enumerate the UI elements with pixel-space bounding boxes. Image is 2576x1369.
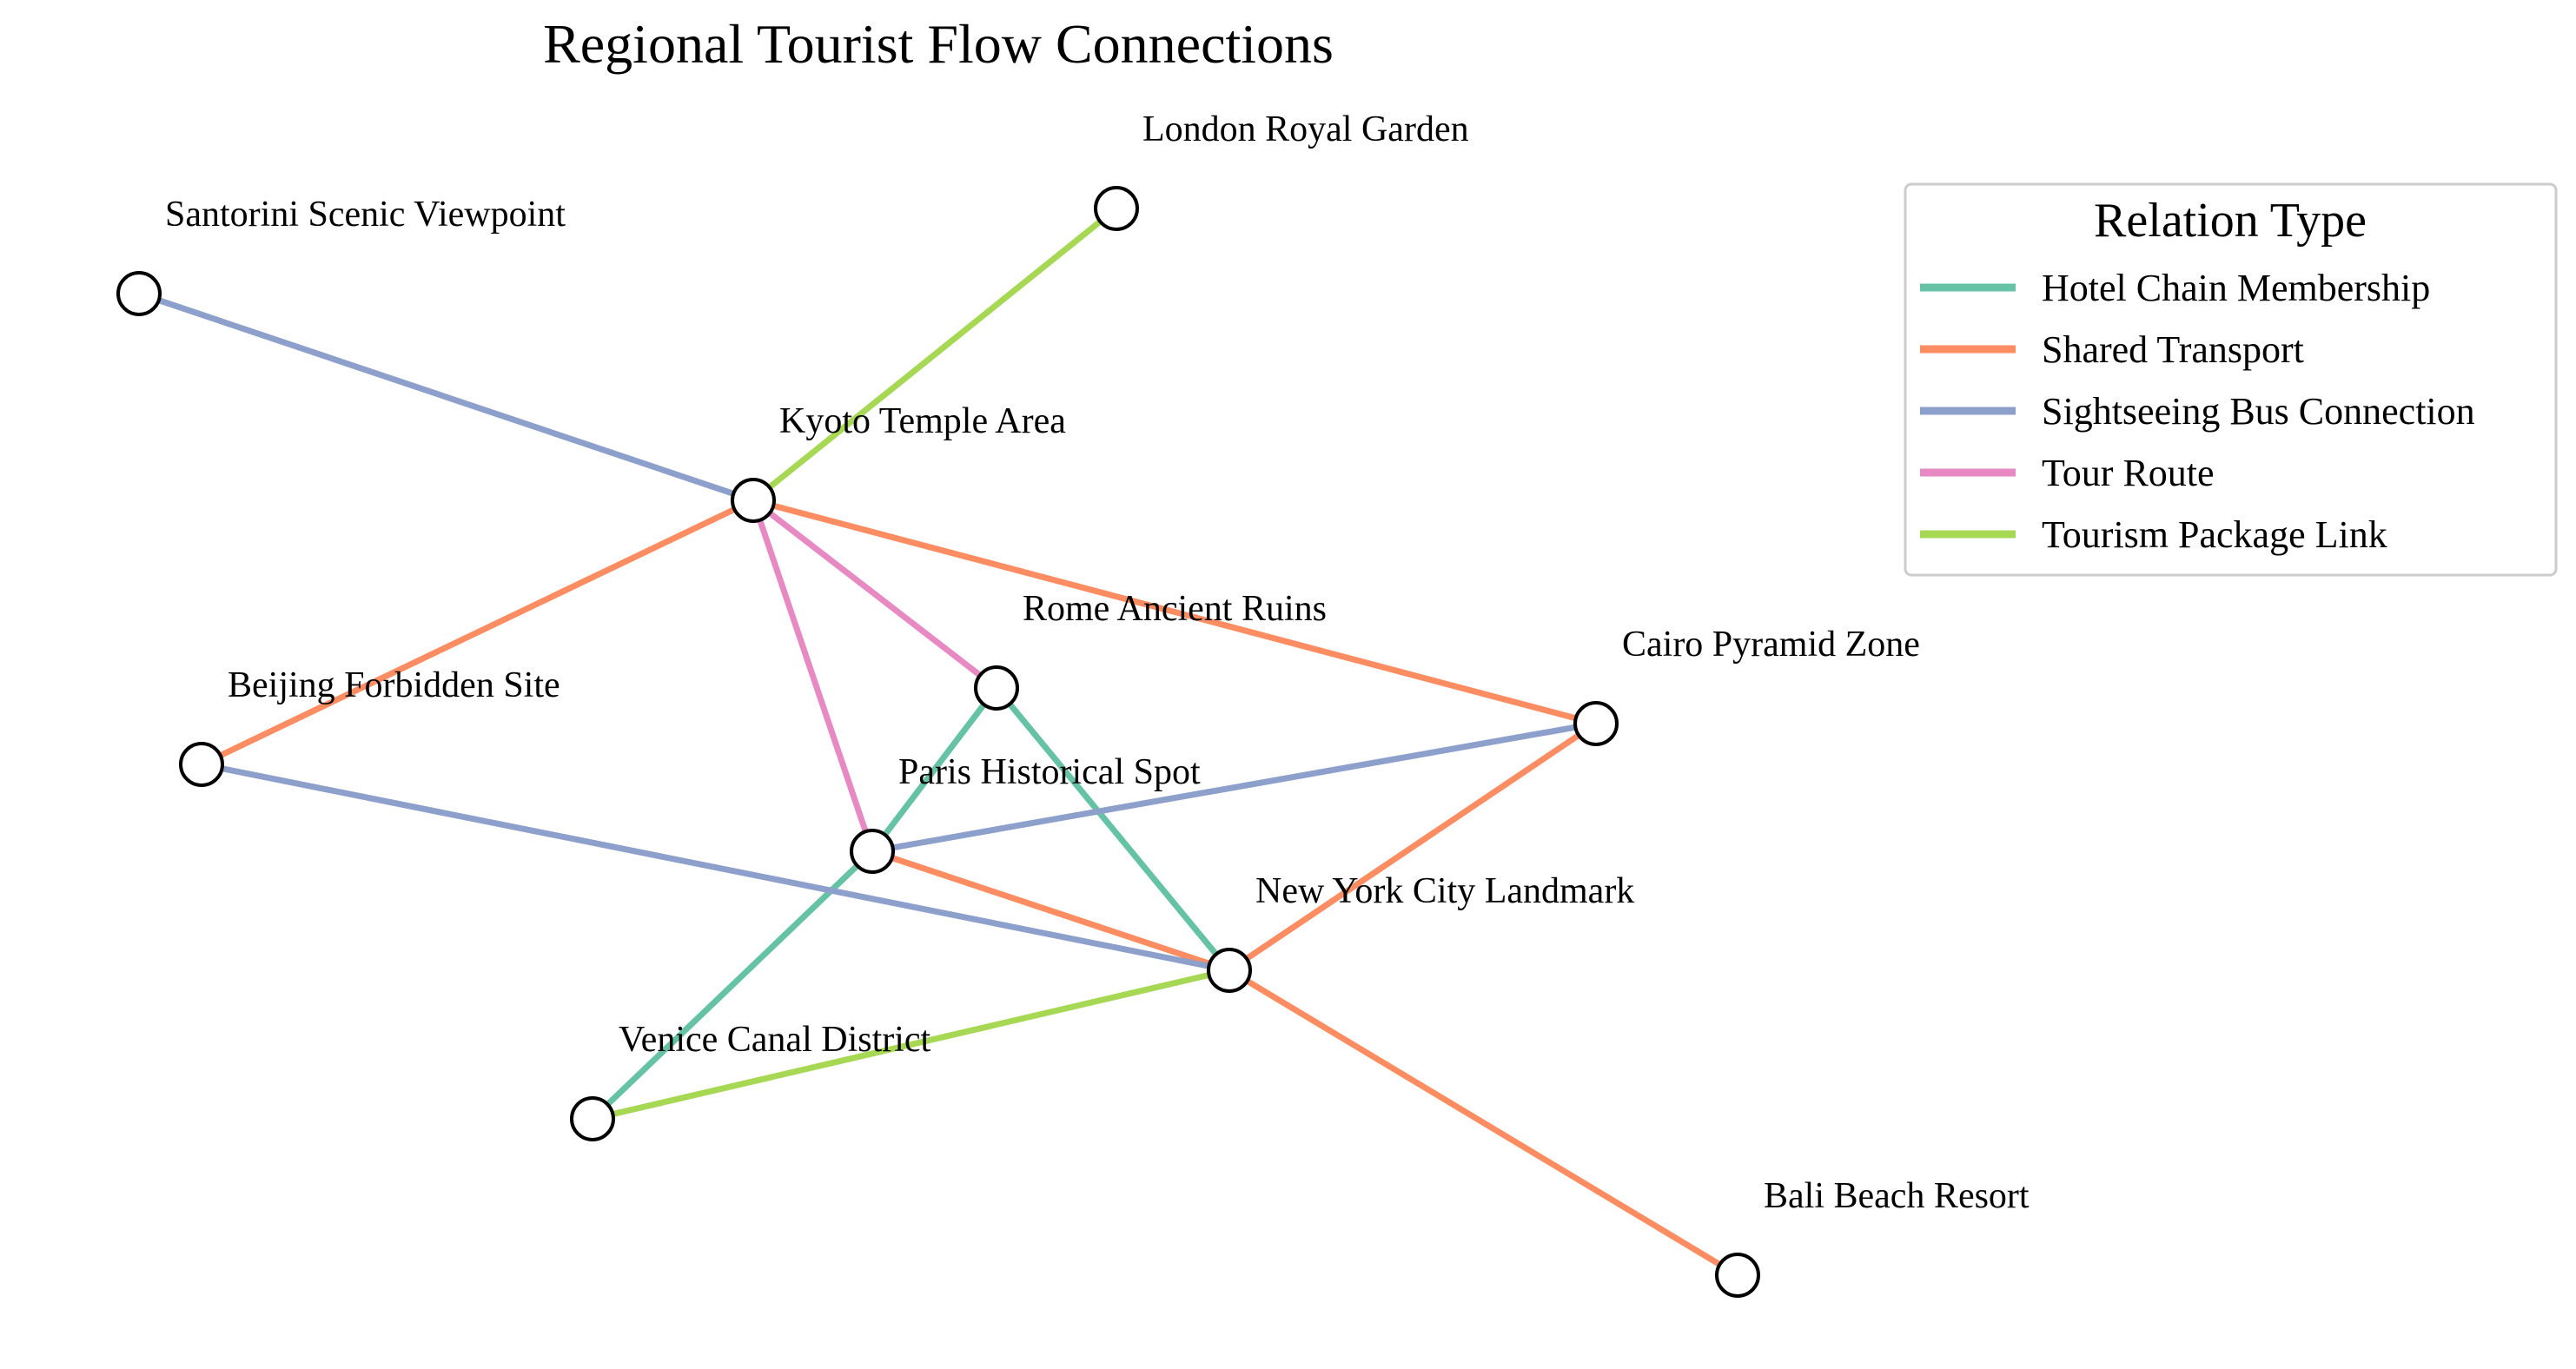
legend-item-hotel-chain-membership: Hotel Chain Membership xyxy=(1920,267,2430,309)
legend-label-hotel-chain-membership: Hotel Chain Membership xyxy=(2042,267,2430,309)
edge-beijing-nyc-sightseeing-bus-connection xyxy=(201,761,1230,974)
node-cairo xyxy=(1573,701,1619,746)
edge-rome-paris-hotel-chain-membership xyxy=(870,685,999,854)
legend-item-shared-transport: Shared Transport xyxy=(1920,328,2304,371)
legend: Relation Type Hotel Chain Membership Shar… xyxy=(1904,182,2558,577)
node-label-venice: Venice Canal District xyxy=(619,1020,931,1060)
edge-paris-nyc-shared-transport xyxy=(871,848,1231,974)
node-beijing xyxy=(179,742,224,787)
node-santorini xyxy=(116,271,162,316)
legend-label-tour-route: Tour Route xyxy=(2042,452,2215,494)
node-label-london: London Royal Garden xyxy=(1142,109,1469,149)
node-venice xyxy=(570,1096,615,1141)
legend-item-tourism-package-link: Tourism Package Link xyxy=(1920,513,2387,556)
legend-item-sightseeing-bus-connection: Sightseeing Bus Connection xyxy=(1920,390,2475,433)
edge-kyoto-beijing-shared-transport xyxy=(200,497,755,768)
edge-nyc-venice-tourism-package-link xyxy=(592,967,1230,1122)
edge-kyoto-paris-tour-route xyxy=(750,499,876,853)
legend-title: Relation Type xyxy=(2094,194,2367,248)
legend-frame xyxy=(1904,182,2558,577)
node-labels-layer: London Royal Garden Santorini Scenic View… xyxy=(165,109,2030,1216)
legend-label-sightseeing-bus-connection: Sightseeing Bus Connection xyxy=(2042,390,2475,433)
legend-label-tourism-package-link: Tourism Package Link xyxy=(2042,513,2387,556)
edge-rome-nyc-hotel-chain-membership xyxy=(994,685,1232,973)
node-london xyxy=(1094,186,1139,231)
nodes-layer xyxy=(116,186,1760,1298)
node-label-santorini: Santorini Scenic Viewpoint xyxy=(165,195,566,235)
legend-items: Hotel Chain Membership Shared Transport Si… xyxy=(1920,267,2475,556)
edge-santorini-kyoto-sightseeing-bus-connection xyxy=(137,290,755,504)
node-paris xyxy=(850,829,895,874)
legend-item-tour-route: Tour Route xyxy=(1920,452,2215,494)
edge-kyoto-rome-tour-route xyxy=(751,498,999,691)
node-label-nyc: New York City Landmark xyxy=(1255,871,1634,911)
node-label-beijing: Beijing Forbidden Site xyxy=(228,665,560,705)
node-label-rome: Rome Ancient Ruins xyxy=(1023,589,1327,629)
edge-nyc-bali-shared-transport xyxy=(1228,967,1739,1279)
node-label-bali: Bali Beach Resort xyxy=(1764,1176,2030,1216)
legend-label-shared-transport: Shared Transport xyxy=(2042,328,2304,371)
node-rome xyxy=(974,665,1019,711)
node-label-paris: Paris Historical Spot xyxy=(898,752,1201,792)
node-bali xyxy=(1715,1253,1760,1298)
node-label-kyoto: Kyoto Temple Area xyxy=(779,401,1066,441)
node-kyoto xyxy=(731,478,776,523)
edges-layer xyxy=(137,206,1739,1279)
edge-kyoto-london-tourism-package-link xyxy=(751,206,1119,503)
edge-cairo-nyc-shared-transport xyxy=(1228,721,1598,973)
edge-paris-venice-hotel-chain-membership xyxy=(590,849,875,1121)
edge-kyoto-cairo-shared-transport xyxy=(752,497,1597,727)
diagram-title: Regional Tourist Flow Connections xyxy=(543,13,1334,75)
edge-paris-cairo-sightseeing-bus-connection xyxy=(871,720,1597,855)
node-label-cairo: Cairo Pyramid Zone xyxy=(1622,625,1920,665)
node-nyc xyxy=(1207,948,1252,993)
